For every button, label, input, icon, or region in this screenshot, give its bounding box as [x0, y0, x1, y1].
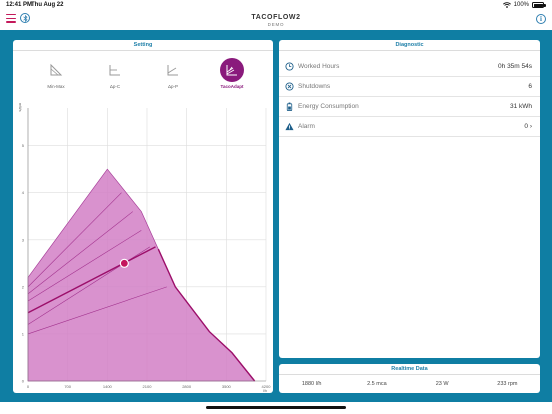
shutdowns-row: Shutdowns 6	[279, 77, 540, 97]
mode-min-max[interactable]: Min-Max	[36, 58, 76, 90]
warning-icon	[285, 122, 294, 131]
y-tick-label: 3	[22, 237, 25, 242]
mode-tacoadapt[interactable]: TacoAdapt	[212, 58, 252, 90]
guide-line	[27, 230, 142, 302]
x-tick-label: 2100	[143, 384, 153, 389]
energy-row: Energy Consumption 31 kWh	[279, 97, 540, 117]
realtime-title: Realtime Data	[279, 364, 540, 375]
menu-button[interactable]	[6, 14, 16, 23]
mode-dp-c[interactable]: Δp-C	[95, 58, 135, 90]
realtime-flow: 1880 l/h	[301, 381, 322, 387]
app-subtitle: DEMO	[267, 22, 285, 27]
y-tick-label: 4	[22, 190, 25, 195]
mode-label: Min-Max	[47, 84, 65, 89]
info-button[interactable]: i	[536, 14, 546, 24]
mode-selector: Min-Max Δp-C Δp-P TacoAdapt	[13, 52, 273, 92]
alarm-row[interactable]: Alarm 0 ›	[279, 117, 540, 137]
x-tick-label: 0	[27, 384, 30, 389]
worked-hours-row: Worked Hours 0h 35m 54s	[279, 57, 540, 77]
guide-line	[27, 192, 122, 288]
x-axis-label: l/h	[263, 389, 267, 393]
bluetooth-icon	[22, 14, 28, 22]
dp-p-icon	[167, 65, 178, 76]
worked-hours-value: 0h 35m 54s	[498, 63, 532, 70]
realtime-values: 1880 l/h 2.5 mca 23 W 233 rpm	[279, 376, 540, 392]
mode-label: Δp-P	[167, 84, 178, 89]
status-date: Thu Aug 22	[31, 2, 64, 8]
app-header: TACOFLOW2 DEMO i	[0, 11, 552, 30]
clock-icon	[285, 62, 294, 71]
status-bar: 12:41 PM Thu Aug 22 100%	[0, 0, 552, 11]
bluetooth-button[interactable]	[20, 13, 30, 23]
active-setpoint-line	[27, 246, 156, 314]
y-axis-label: mWs	[18, 103, 22, 112]
dp-c-icon	[109, 65, 120, 76]
power-icon	[285, 82, 294, 91]
wifi-icon	[502, 2, 511, 8]
operating-point	[119, 258, 129, 268]
diagnostic-panel: Diagnostic Worked Hours 0h 35m 54s Shutd…	[279, 40, 540, 358]
setting-title: Setting	[13, 40, 273, 51]
mode-dp-p[interactable]: Δp-P	[153, 58, 193, 90]
battery-icon	[532, 2, 546, 8]
battery-percent: 100%	[513, 2, 529, 8]
pump-curve-chart[interactable]: 0 700 1400 2100 2800 3500 4200 0 1 2 3 4 5 mWs l/h	[13, 100, 273, 393]
setting-panel: Setting Min-Max Δp-C Δp-P TacoAdapt 0 700…	[13, 40, 273, 393]
min-max-icon	[50, 63, 63, 76]
battery-icon	[286, 102, 293, 111]
y-tick-label: 1	[22, 331, 25, 336]
x-tick-label: 3500	[222, 384, 232, 389]
y-tick-label: 5	[22, 143, 25, 148]
tacoadapt-icon	[226, 65, 237, 76]
app-title: TACOFLOW2	[251, 14, 301, 21]
energy-label: Energy Consumption	[298, 103, 359, 110]
realtime-speed: 233 rpm	[497, 381, 518, 387]
alarm-label: Alarm	[298, 123, 315, 130]
alarm-value: 0 ›	[524, 123, 532, 130]
realtime-head: 2.5 mca	[367, 381, 387, 387]
mode-label: Δp-C	[109, 84, 121, 89]
x-tick-label: 1400	[103, 384, 113, 389]
shutdowns-value: 6	[528, 83, 532, 90]
guide-line	[27, 286, 167, 335]
shutdowns-label: Shutdowns	[298, 83, 331, 90]
mode-label: TacoAdapt	[220, 84, 244, 89]
diagnostic-title: Diagnostic	[279, 40, 540, 51]
x-tick-label: 2800	[182, 384, 192, 389]
home-indicator[interactable]	[206, 406, 346, 409]
guide-line	[27, 211, 134, 295]
x-tick-label: 4200	[262, 384, 272, 389]
envelope-area	[27, 168, 256, 382]
y-tick-label: 0	[22, 379, 25, 384]
energy-value: 31 kWh	[509, 103, 532, 110]
main-content: Setting Min-Max Δp-C Δp-P TacoAdapt 0 700…	[0, 30, 552, 402]
status-time: 12:41 PM	[6, 2, 33, 8]
y-tick-label: 2	[22, 284, 25, 289]
max-curve	[157, 248, 256, 382]
realtime-panel: Realtime Data 1880 l/h 2.5 mca 23 W 233 …	[279, 364, 540, 393]
realtime-power: 23 W	[435, 381, 449, 387]
x-tick-label: 700	[64, 384, 71, 389]
status-right: 100%	[502, 2, 546, 8]
worked-hours-label: Worked Hours	[298, 63, 340, 70]
